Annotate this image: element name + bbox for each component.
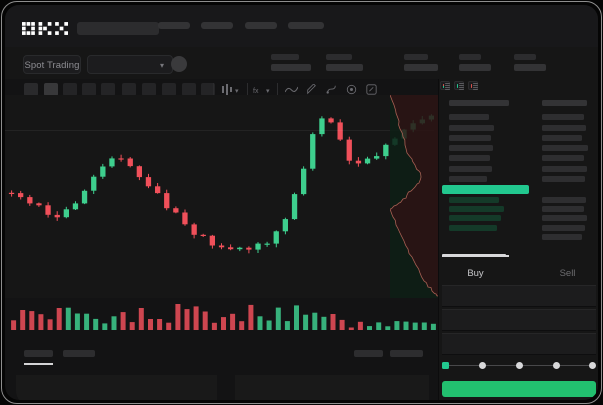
svg-text:▾: ▾ [266,88,270,95]
svg-text:▾: ▾ [235,88,239,95]
svg-text:fx: fx [253,88,259,95]
